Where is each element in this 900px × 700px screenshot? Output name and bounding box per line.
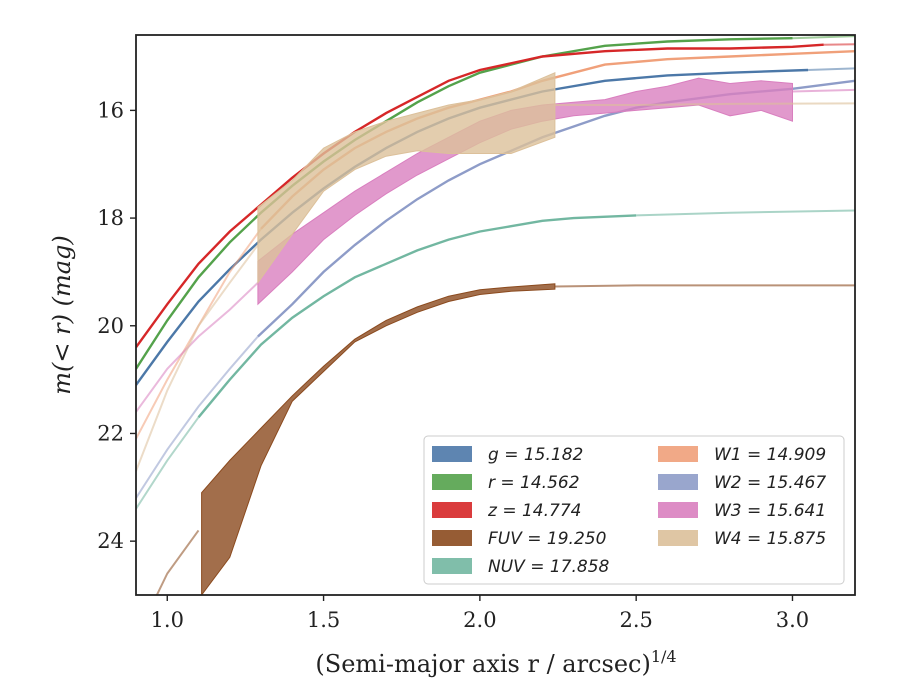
x-tick-label-0: 1.0 [151,608,184,632]
series-4-line [197,214,637,419]
legend-swatch-2 [432,502,472,518]
series-8 [136,71,855,472]
series-4 [136,209,855,510]
y-axis: 16 18 20 22 24 [97,98,136,553]
legend-swatch-6 [658,474,698,490]
series-0-extension-start [808,67,855,71]
y-axis-label: m(< r) (mag) [48,235,76,394]
series-3-extension-start [155,529,200,595]
x-axis-label-text: (Semi-major axis r / arcsec) [315,650,650,678]
series-8-extension-end [554,102,855,106]
plot-frame [135,34,856,596]
series-8-extension-start [136,244,259,472]
y-tick-label-3: 22 [97,421,124,445]
series-1-extension-start [792,35,855,40]
series-3-extension-end [554,284,855,288]
series-2 [136,43,855,349]
x-tick-label-1: 1.5 [307,608,340,632]
y-tick-label-4: 24 [97,529,124,553]
series-4-extension-end [636,209,855,217]
y-tick-label-0: 16 [97,98,124,122]
x-axis-label-sup: 1/4 [651,647,677,666]
series-layer [136,35,855,595]
legend-label-1: r = 14.562 [488,473,580,493]
legend-box [423,435,845,585]
legend-swatch-0 [432,446,472,462]
series-2-extension-start [823,43,855,46]
series-3 [155,283,855,595]
series-6-extension-start [136,335,259,499]
x-tick-label-3: 2.5 [619,608,652,632]
series-7-extension-start [136,281,259,413]
x-tick-label-2: 2.0 [463,608,496,632]
legend-label-4: NUV = 17.858 [488,557,610,577]
x-axis-label: (Semi-major axis r / arcsec)1/4 [315,647,676,678]
legend-swatch-5 [658,446,698,462]
legend-swatch-4 [432,558,472,574]
y-tick-label-1: 18 [97,206,124,230]
legend-label-0: g = 15.182 [488,445,583,465]
legend-label-5: W1 = 14.909 [714,445,826,465]
y-tick-label-2: 20 [97,314,124,338]
series-3-band [201,283,556,595]
legend-swatch-1 [432,474,472,490]
legend-label-6: W2 = 15.467 [714,473,826,493]
series-8-band [257,71,556,285]
legend: g = 15.182 r = 14.562 z = 14.774 FUV = 19.2… [423,435,845,585]
legend-label-2: z = 14.774 [487,501,581,521]
x-tick-label-4: 3.0 [776,608,809,632]
legend-swatch-8 [658,530,698,546]
series-2-line [136,43,824,349]
legend-swatch-3 [432,530,472,546]
x-axis: 1.0 1.5 2.0 2.5 3.0 [151,595,809,632]
legend-label-7: W3 = 15.641 [714,501,826,521]
legend-label-8: W4 = 15.875 [714,529,826,549]
series-4-extension-start [136,416,200,510]
legend-label-3: FUV = 19.250 [488,529,606,549]
series-7-extension-end [792,88,855,93]
legend-swatch-7 [658,502,698,518]
